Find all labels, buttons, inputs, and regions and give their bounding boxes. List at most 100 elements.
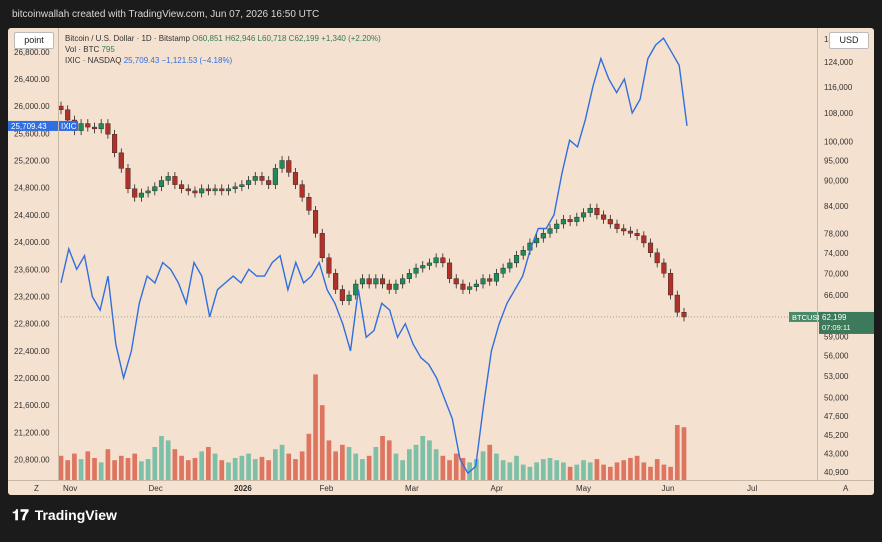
candle-body [547, 228, 553, 234]
volume-bar [473, 459, 479, 480]
right-price-axis[interactable] [817, 28, 874, 480]
volume-bar [393, 453, 399, 480]
candle-body [313, 210, 319, 234]
volume-bar [199, 451, 205, 480]
left-axis-tick-label: 22,400.00 [14, 347, 50, 356]
volume-bar [333, 451, 339, 480]
btc-symbol-tag [789, 311, 827, 322]
candle-body [601, 214, 607, 220]
candle-body [339, 289, 345, 301]
candle-body [225, 188, 232, 192]
candle-body [212, 188, 218, 192]
tradingview-logo[interactable]: 𝟏𝟕 TradingView [12, 507, 117, 524]
candle-body [661, 262, 667, 274]
left-axis-tick-label: 21,600.00 [14, 401, 50, 410]
candle-body [400, 278, 406, 285]
candle-body [232, 186, 238, 189]
volume-bar [273, 449, 278, 480]
candle-body [681, 312, 687, 318]
volume-bar [85, 451, 91, 480]
volume-bar [648, 466, 653, 480]
ixic-series-line[interactable] [60, 37, 688, 475]
candle-body [132, 188, 138, 198]
volume-bar [668, 466, 673, 480]
candle-body [279, 160, 285, 169]
legend-volume-value: 795 [101, 45, 115, 54]
candle-body [239, 184, 245, 187]
right-axis-tick-label: 70,000 [824, 269, 849, 278]
left-axis-tick-label: 26,800.00 [14, 48, 50, 57]
candle-body [587, 207, 593, 213]
volume-bar [628, 458, 633, 480]
volume-bar [172, 449, 178, 480]
volume-bar [554, 460, 560, 480]
candle-body [112, 134, 118, 154]
candle-body [85, 123, 91, 128]
candle-body [674, 294, 680, 313]
candle-body [192, 190, 198, 194]
candle-body [453, 278, 459, 285]
candle-body [306, 197, 312, 211]
x-axis-tick-label: Dec [149, 484, 163, 493]
candle-body [607, 219, 613, 225]
ixic-price-tag [8, 120, 78, 131]
x-axis-tick-label: Mar [405, 484, 419, 493]
legend-volume[interactable]: Vol · BTC 795 [65, 44, 381, 55]
volume-bar [246, 453, 251, 480]
chart-frame: 20,800.00 21,200.00 21,600.00 22,000.00 22,4… [8, 28, 874, 495]
axis-corner-a[interactable]: A [843, 484, 849, 493]
left-axis-tick-label: 23,200.00 [14, 292, 50, 301]
candle-body [433, 257, 439, 264]
candle-body [172, 176, 178, 185]
candle-body [426, 262, 432, 266]
right-axis-tick-label: 47,600 [824, 412, 849, 421]
candle-body [199, 188, 205, 194]
volume-bar [681, 427, 687, 480]
legend-btcusd-ohlc: O60,851 H62,946 L60,718 C62,199 +1,340 (… [192, 34, 381, 43]
left-axis-tick-label: 22,000.00 [14, 374, 50, 383]
legend-ixic-title: IXIC · NASDAQ [65, 56, 122, 65]
candle-body [621, 228, 627, 232]
candle-body [138, 192, 144, 198]
candle-body [259, 176, 265, 181]
left-price-axis[interactable] [8, 28, 59, 480]
volume-bar [413, 444, 419, 480]
legend-ixic-value: 25,709.43 −1,121.53 (−4.18%) [123, 56, 233, 65]
volume-bar [373, 447, 379, 480]
btc-symbol-tag-label: BTCUSD [792, 313, 823, 322]
currency-button[interactable]: USD [829, 32, 869, 49]
time-axis[interactable] [8, 480, 874, 495]
left-axis-tick-label: 25,200.00 [14, 157, 50, 166]
legend-ixic[interactable]: IXIC · NASDAQ 25,709.43 −1,121.53 (−4.18… [65, 55, 381, 66]
volume-bar [299, 451, 305, 480]
candle-body [413, 267, 419, 274]
point-button[interactable]: point [14, 32, 54, 49]
left-axis-tick-label: 24,400.00 [14, 211, 50, 220]
legend-btcusd[interactable]: Bitcoin / U.S. Dollar · 1D · Bitstamp O6… [65, 33, 381, 44]
volume-bar [226, 462, 231, 480]
volume-bar [480, 451, 486, 480]
candle-body [440, 257, 446, 264]
right-axis-tick-label: 45,200 [824, 431, 849, 440]
volume-bar [520, 464, 526, 480]
candle-body [446, 262, 453, 279]
candle-body [420, 265, 426, 269]
candle-body [373, 278, 379, 285]
volume-bar [105, 449, 111, 480]
volume-bar [212, 453, 218, 480]
volume-bar [340, 444, 345, 480]
x-axis-tick-label: Feb [320, 484, 334, 493]
right-axis-tick-label: 74,000 [824, 249, 849, 258]
left-axis-tick-label: 24,000.00 [14, 238, 50, 247]
candle-body [460, 283, 466, 290]
volume-bar [58, 455, 64, 480]
chart-canvas[interactable]: 20,800.00 21,200.00 21,600.00 22,000.00 22,4… [8, 28, 874, 495]
volume-bar [420, 436, 426, 480]
candle-body [647, 242, 654, 253]
volume-bar [547, 458, 553, 480]
ixic-price-tag-value: 25,709.43 [11, 122, 47, 131]
axis-corner-z[interactable]: Z [34, 484, 39, 493]
volume-bar [232, 458, 238, 480]
candle-body [380, 278, 386, 285]
candle-body [634, 233, 640, 236]
